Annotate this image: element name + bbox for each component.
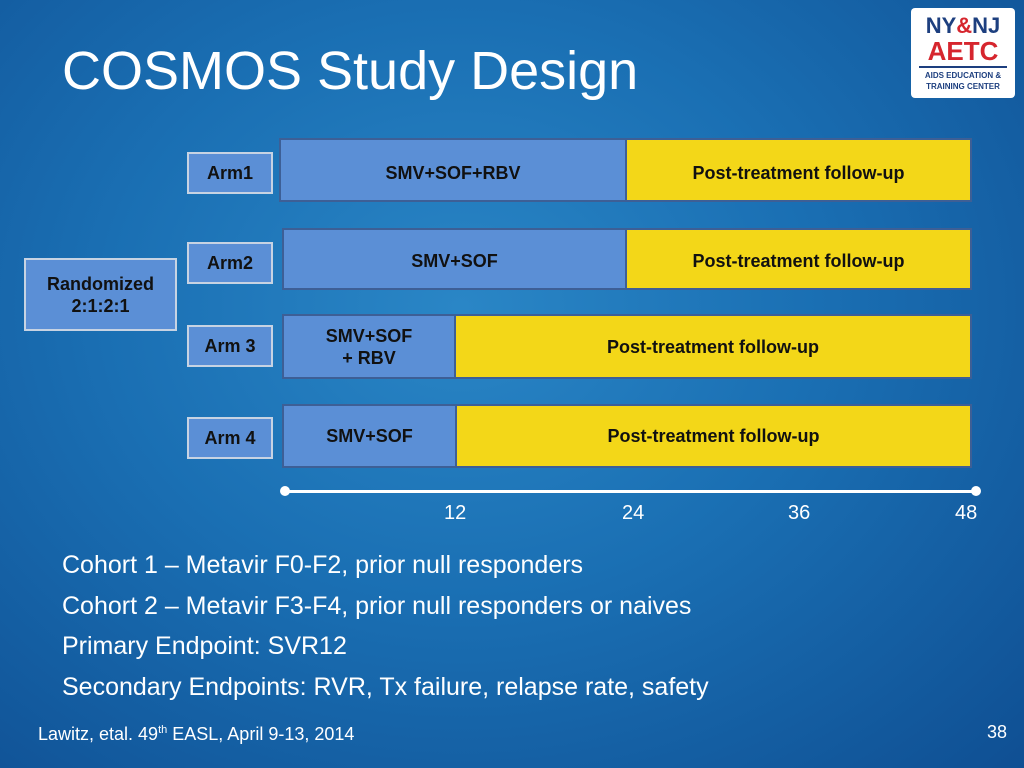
randomized-label: Randomized [46, 273, 154, 294]
timeline-axis [284, 490, 976, 493]
axis-tick-24: 24 [622, 502, 645, 524]
note-cohort1: Cohort 1 – Metavir F0-F2, prior null res… [62, 551, 584, 579]
arm1-followup: Post-treatment follow-up [625, 138, 972, 202]
arm4-followup: Post-treatment follow-up [455, 404, 972, 468]
arm2-treatment: SMV+SOF [282, 228, 627, 290]
arm1-label: Arm1 [187, 152, 273, 194]
arm4-treatment: SMV+SOF [282, 404, 457, 468]
axis-tick-36: 36 [788, 502, 811, 524]
note-cohort2: Cohort 2 – Metavir F3-F4, prior null res… [62, 591, 692, 620]
arm3-treatment-line1: SMV+SOF [325, 325, 413, 346]
logo-line4: TRAINING CENTER [926, 82, 1000, 91]
randomized-box: Randomized 2:1:2:1 [24, 258, 177, 331]
logo-line1: NY&NJ [925, 13, 1001, 38]
axis-tick-48: 48 [955, 502, 978, 524]
axis-tick-12: 12 [444, 502, 467, 524]
note-primary-endpoint: Primary Endpoint: SVR12 [62, 632, 347, 660]
citation-footer: Lawitz, etal. 49th EASL, April 9-13, 201… [38, 724, 355, 744]
logo-line3: AIDS EDUCATION & [924, 71, 1002, 80]
randomized-ratio: 2:1:2:1 [71, 295, 130, 316]
note-secondary-endpoints: Secondary Endpoints: RVR, Tx failure, re… [62, 672, 709, 701]
arm2-label: Arm2 [187, 242, 273, 284]
arm1-treatment: SMV+SOF+RBV [279, 138, 627, 202]
axis-start-dot [280, 486, 290, 496]
arm2-followup: Post-treatment follow-up [625, 228, 972, 290]
page-number: 38 [987, 722, 1008, 742]
slide-title: COSMOS Study Design [62, 41, 639, 101]
arm3-label: Arm 3 [187, 325, 273, 367]
arm4-label: Arm 4 [187, 417, 273, 459]
arm3-treatment: SMV+SOF + RBV [282, 314, 456, 379]
arm3-followup: Post-treatment follow-up [454, 314, 972, 379]
study-notes: Cohort 1 – Metavir F0-F2, prior null res… [62, 545, 709, 707]
aetc-logo: NY&NJ AETC AIDS EDUCATION & TRAINING CEN… [911, 8, 1015, 98]
logo-line2: AETC [927, 36, 999, 66]
axis-end-dot [971, 486, 981, 496]
arm3-treatment-line2: + RBV [342, 347, 396, 368]
